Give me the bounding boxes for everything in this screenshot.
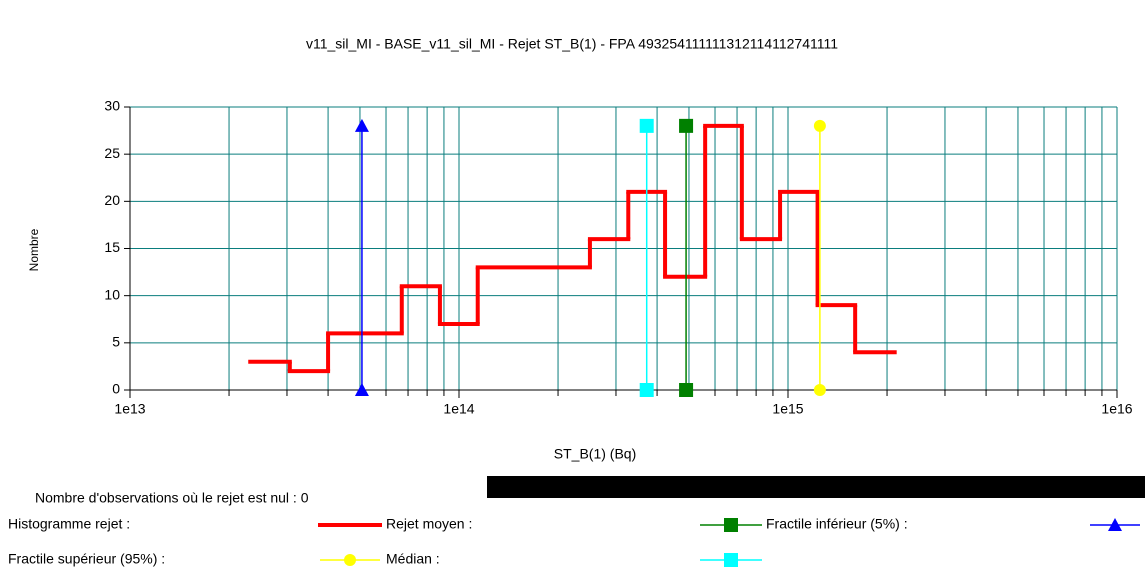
y-axis-label: Nombre xyxy=(27,228,41,271)
marker xyxy=(354,383,369,396)
marker xyxy=(813,119,826,132)
legend-label: Médian : xyxy=(386,551,440,567)
y-tick-label: 15 xyxy=(104,239,120,255)
marker xyxy=(679,118,694,133)
x-axis-label: ST_B(1) (Bq) xyxy=(554,446,636,462)
legend-label: Histogramme rejet : xyxy=(8,516,130,532)
chart-title: v11_sil_MI - BASE_v11_sil_MI - Rejet ST_… xyxy=(306,36,838,52)
x-tick-label: 1e16 xyxy=(1101,401,1132,417)
legend-marker xyxy=(1108,518,1122,531)
marker xyxy=(679,383,694,397)
y-tick-label: 20 xyxy=(104,192,120,208)
legend-label: Fractile supérieur (95%) : xyxy=(8,551,165,567)
marker xyxy=(639,383,654,397)
black-bar xyxy=(487,476,1145,498)
y-tick-label: 25 xyxy=(104,145,120,161)
legend-label: Rejet moyen : xyxy=(386,516,472,532)
legend-marker xyxy=(724,553,738,567)
y-tick-label: 0 xyxy=(112,381,120,397)
x-tick-label: 1e13 xyxy=(114,401,145,417)
legend-marker xyxy=(724,518,738,532)
marker xyxy=(354,118,369,132)
y-tick-label: 10 xyxy=(104,286,120,302)
marker xyxy=(639,118,654,133)
legend-label: Fractile inférieur (5%) : xyxy=(766,516,908,532)
y-tick-label: 5 xyxy=(112,334,120,350)
marker xyxy=(813,384,826,396)
x-tick-label: 1e14 xyxy=(443,401,474,417)
x-tick-label: 1e15 xyxy=(772,401,803,417)
y-tick-label: 30 xyxy=(104,98,120,114)
legend-marker xyxy=(344,554,356,566)
note: Nombre d'observations où le rejet est nu… xyxy=(35,490,309,506)
